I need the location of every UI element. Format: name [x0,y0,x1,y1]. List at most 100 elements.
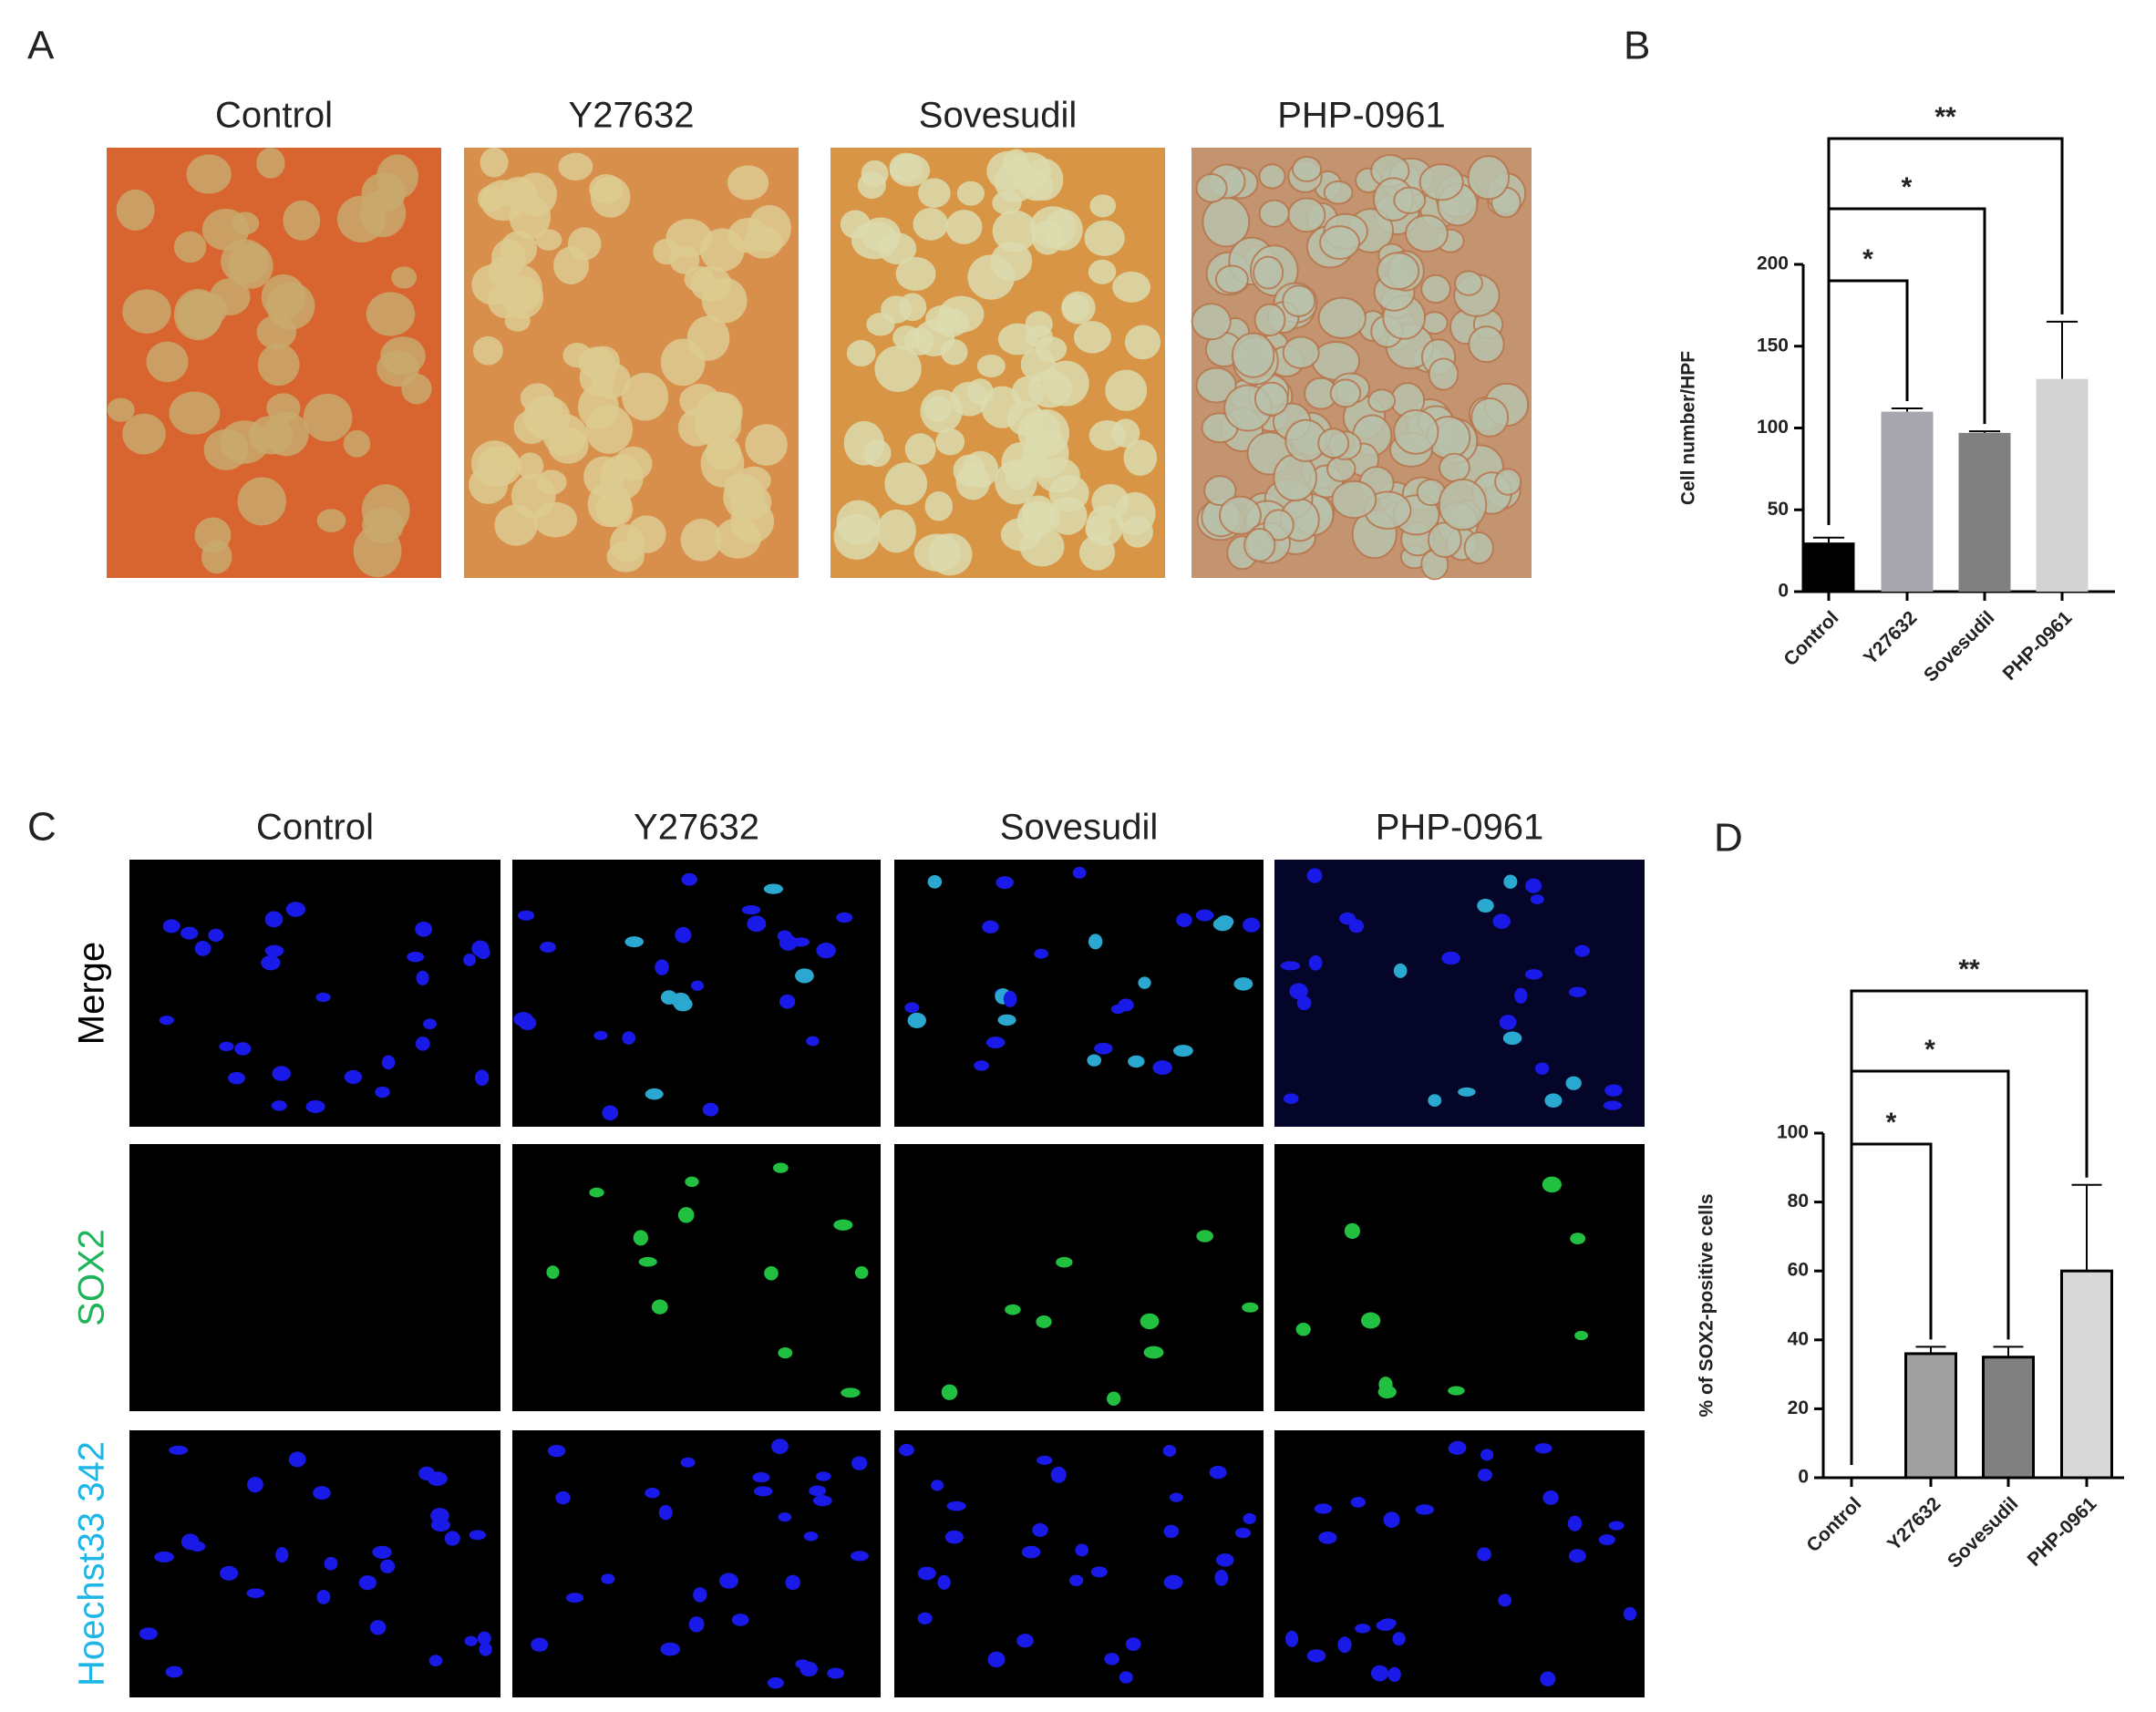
nucleus [1036,1315,1052,1328]
nucleus [1458,1087,1476,1097]
nucleus [904,1002,920,1014]
nucleus [1379,1618,1397,1628]
nucleus [779,994,796,1009]
nucleus [1032,1522,1048,1537]
nucleus [1348,919,1364,933]
cell [1003,149,1029,174]
bar [1904,1352,1957,1480]
cell [477,446,522,487]
nucleus [189,1541,206,1552]
cell [680,519,722,562]
nucleus [275,1547,289,1563]
nucleus [816,943,836,959]
cell [256,148,285,179]
cell [874,345,922,392]
nucleus [1498,1593,1512,1607]
nucleus [358,1575,377,1591]
nucleus [547,1444,566,1458]
nucleus [1075,1543,1089,1557]
cell [362,507,404,543]
significance-bracket [1850,989,2089,1465]
nucleus [589,1187,604,1198]
nucleus [753,1486,773,1497]
nucleus [601,1573,615,1584]
nucleus [1448,1386,1465,1396]
cell [266,282,315,330]
bar [1958,432,2011,592]
cell [401,373,432,405]
nucleus [675,926,692,944]
y-tick-label: 0 [1778,581,1789,602]
nucleus [427,1471,448,1486]
nucleus [1378,1377,1393,1393]
micrograph-bg [129,1144,500,1411]
nucleus [1296,995,1312,1011]
nucleus [261,954,281,971]
nucleus [1499,1015,1517,1030]
cell [517,452,544,480]
nucleus [546,1265,560,1279]
nucleus [685,1176,699,1188]
nucleus [602,1105,619,1121]
nucleus [1387,1666,1401,1683]
cell [173,288,222,341]
nucleus [315,992,331,1003]
cell [895,256,936,292]
significance-bracket [1827,137,2064,525]
cell [1006,400,1045,437]
nucleus [519,1016,537,1031]
cell [201,540,232,574]
nucleus [718,1573,738,1589]
nucleus [1308,954,1323,971]
nucleus [946,1501,966,1511]
nucleus [1169,1492,1183,1502]
significance-label: ** [1958,954,1980,985]
nucleus [181,926,199,940]
cell [477,185,505,212]
cell [1035,336,1068,362]
cell [1282,335,1320,370]
cell [1258,163,1286,190]
cell [1061,291,1096,325]
nucleus [1568,1549,1586,1563]
cell [1453,270,1483,296]
nucleus [1393,963,1408,978]
nucleus [272,1066,291,1081]
nucleus [763,883,784,894]
micrograph [1191,148,1532,581]
nucleus [593,1030,608,1041]
cell [283,200,321,241]
nucleus [1110,1004,1126,1015]
cell [1112,271,1151,303]
nucleus [778,1347,793,1359]
nucleus [1318,1532,1337,1544]
nucleus [1068,1574,1084,1586]
cell [1329,378,1362,408]
nucleus [228,1071,245,1085]
micrograph [512,1430,881,1697]
nucleus [165,1666,183,1678]
nucleus [1603,1100,1623,1110]
cell [1420,273,1451,304]
bar [1982,1356,2035,1480]
nucleus [681,872,697,886]
nucleus [139,1627,158,1640]
nucleus [1090,1566,1108,1578]
nucleus [1162,1444,1177,1457]
cell [660,338,706,387]
nucleus [372,1545,392,1559]
nucleus [1540,1671,1556,1686]
cell [1317,428,1350,459]
micrograph [894,860,1264,1127]
nucleus [1037,1455,1053,1465]
nucleus [1280,961,1301,971]
cell [480,147,509,178]
bar [2060,1269,2113,1480]
cell [690,265,732,303]
significance-label: * [1902,172,1913,202]
nucleus [1242,1302,1259,1313]
nucleus [985,1036,1006,1049]
cell [203,428,249,470]
cell [1243,528,1276,562]
cell [727,165,769,201]
